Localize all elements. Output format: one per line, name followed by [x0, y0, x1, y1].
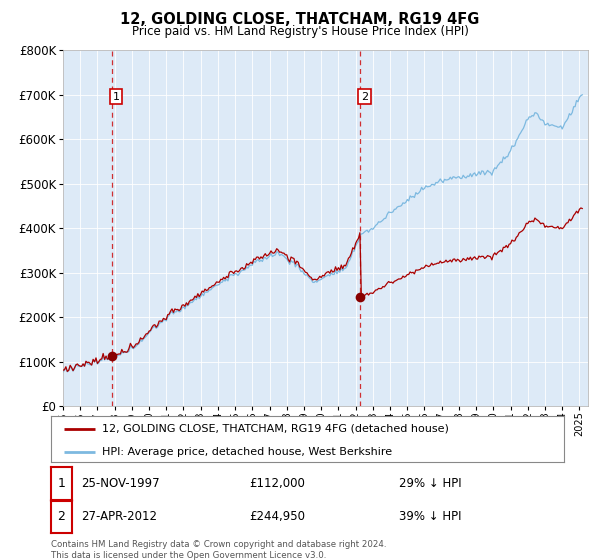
Text: 12, GOLDING CLOSE, THATCHAM, RG19 4FG: 12, GOLDING CLOSE, THATCHAM, RG19 4FG [121, 12, 479, 27]
Text: 1: 1 [113, 92, 119, 101]
Text: 2: 2 [361, 92, 368, 101]
Text: 2: 2 [58, 510, 65, 524]
Text: 12, GOLDING CLOSE, THATCHAM, RG19 4FG (detached house): 12, GOLDING CLOSE, THATCHAM, RG19 4FG (d… [103, 424, 449, 434]
Text: £112,000: £112,000 [249, 477, 305, 490]
Text: Price paid vs. HM Land Registry's House Price Index (HPI): Price paid vs. HM Land Registry's House … [131, 25, 469, 38]
Text: 1: 1 [58, 477, 65, 490]
Text: 25-NOV-1997: 25-NOV-1997 [81, 477, 160, 490]
Text: Contains HM Land Registry data © Crown copyright and database right 2024.
This d: Contains HM Land Registry data © Crown c… [51, 540, 386, 560]
Text: 27-APR-2012: 27-APR-2012 [81, 510, 157, 524]
Text: 39% ↓ HPI: 39% ↓ HPI [399, 510, 461, 524]
Text: £244,950: £244,950 [249, 510, 305, 524]
Text: 29% ↓ HPI: 29% ↓ HPI [399, 477, 461, 490]
Text: HPI: Average price, detached house, West Berkshire: HPI: Average price, detached house, West… [103, 447, 392, 457]
